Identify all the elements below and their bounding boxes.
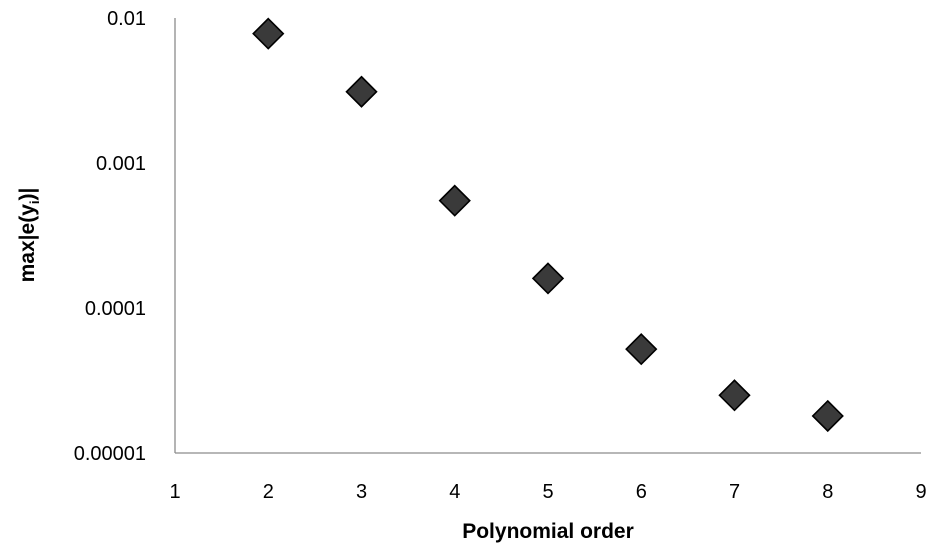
y-tick-label: 0.01 bbox=[107, 8, 146, 30]
axes bbox=[174, 18, 921, 454]
x-tick-label: 9 bbox=[915, 481, 926, 503]
data-point bbox=[345, 75, 378, 108]
x-tick-label: 1 bbox=[169, 481, 180, 503]
x-tick-label: 3 bbox=[356, 481, 367, 503]
y-tick-label: 0.00001 bbox=[74, 443, 146, 465]
data-point bbox=[811, 399, 844, 433]
x-tick-label: 5 bbox=[542, 481, 553, 503]
data-point bbox=[531, 262, 565, 295]
data-point bbox=[438, 184, 471, 217]
y-axis-title-subscript: i bbox=[27, 200, 42, 204]
x-tick-label: 4 bbox=[449, 481, 460, 503]
x-tick-label: 7 bbox=[729, 481, 740, 503]
y-axis-title-main: max|e(y bbox=[16, 204, 39, 283]
data-point bbox=[252, 17, 285, 50]
x-tick-label: 6 bbox=[636, 481, 647, 503]
data-point bbox=[718, 379, 751, 412]
y-tick-label: 0.0001 bbox=[85, 298, 146, 320]
x-axis-title: Polynomial order bbox=[462, 520, 634, 543]
x-tick-labels: 1 2 3 4 5 6 7 8 9 bbox=[169, 481, 926, 503]
data-point bbox=[625, 333, 658, 366]
y-axis-title: max|e(yi)| bbox=[16, 188, 42, 283]
y-tick-labels: 0.01 0.001 0.0001 0.00001 bbox=[74, 8, 146, 465]
y-tick-label: 0.001 bbox=[96, 153, 146, 175]
data-points bbox=[252, 17, 844, 433]
x-tick-label: 2 bbox=[263, 481, 274, 503]
y-axis-title-tail: )| bbox=[16, 188, 39, 201]
x-tick-label: 8 bbox=[822, 481, 833, 503]
